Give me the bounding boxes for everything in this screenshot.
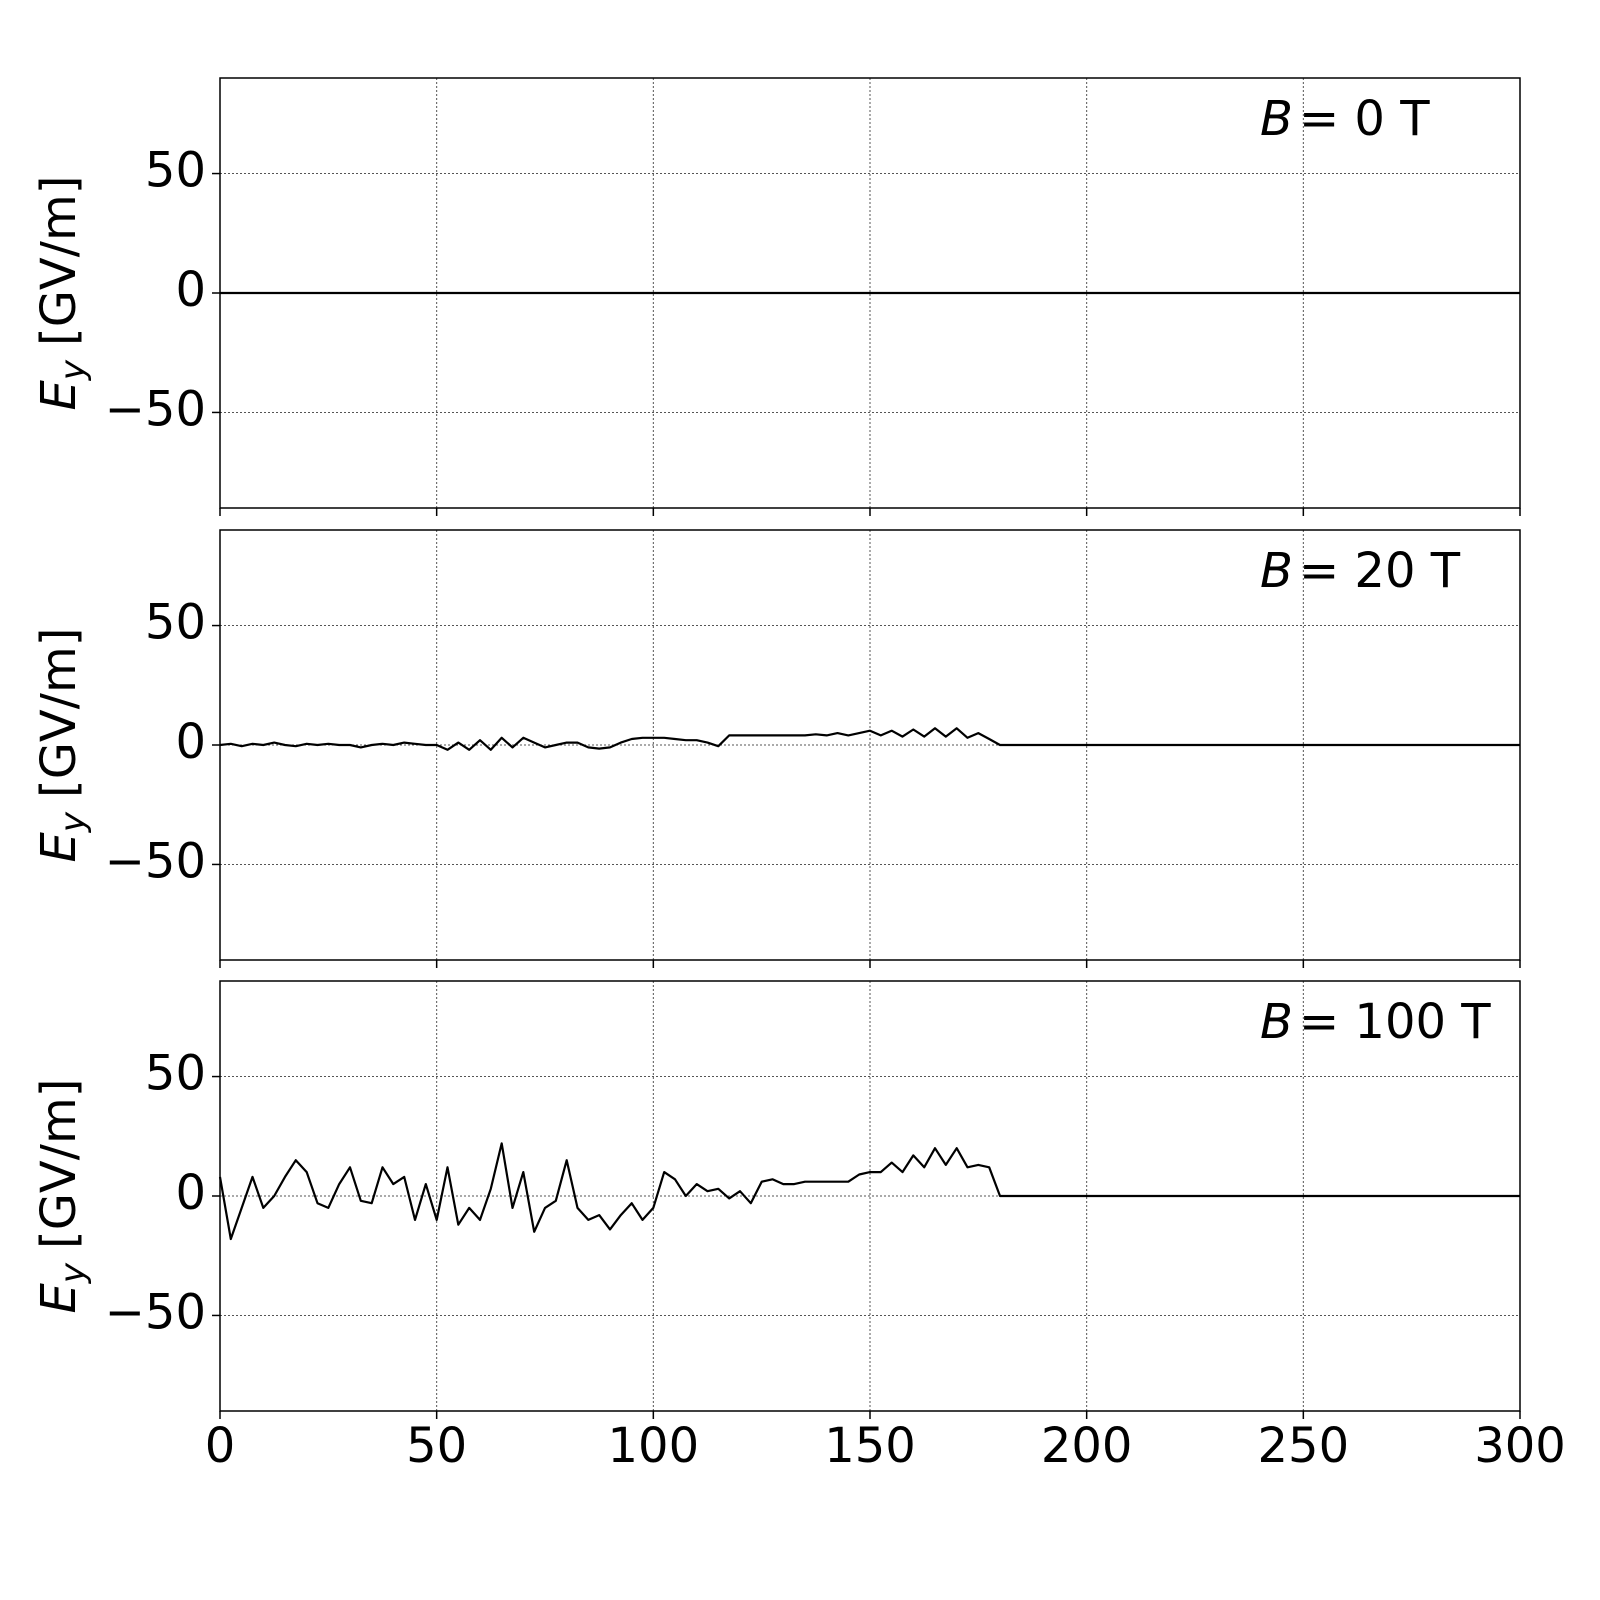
x-tick-label: 0	[205, 1418, 236, 1474]
y-label-subscript: y	[53, 1262, 93, 1284]
y-label-symbol: E	[31, 1282, 87, 1313]
y-label-subscript: y	[53, 359, 93, 381]
y-label-unit: [GV/m]	[31, 1079, 87, 1249]
annotation-symbol: B	[1260, 994, 1293, 1050]
y-tick-label: 50	[145, 595, 206, 651]
y-label: Ey [GV/m]	[31, 176, 93, 411]
y-label-text: Ey [GV/m]	[31, 1079, 93, 1314]
annotation: B = 0 T	[1260, 91, 1430, 147]
y-label-text: Ey [GV/m]	[31, 628, 93, 863]
y-label-text: Ey [GV/m]	[31, 176, 93, 411]
annotation: B = 20 T	[1260, 543, 1461, 599]
data-line	[219, 727, 1520, 751]
annotation-text: = 0 T	[1299, 91, 1430, 147]
annotation-symbol: B	[1260, 543, 1293, 599]
y-label: Ey [GV/m]	[31, 628, 93, 863]
annotation-symbol: B	[1260, 91, 1293, 147]
x-tick-label: 200	[1041, 1418, 1133, 1474]
x-tick-label: 100	[608, 1418, 700, 1474]
x-tick-label: 300	[1474, 1418, 1566, 1474]
plot-frame	[219, 529, 1521, 961]
annotation-text: = 100 T	[1299, 994, 1491, 1050]
y-tick-label: −50	[105, 381, 206, 437]
y-tick-label: 0	[175, 1165, 206, 1221]
plot-frame	[219, 77, 1521, 509]
x-tick-label: 250	[1258, 1418, 1350, 1474]
y-tick-label: −50	[105, 1284, 206, 1340]
y-tick-label: 50	[145, 1046, 206, 1102]
y-tick-label: −50	[105, 833, 206, 889]
x-tick-label: 150	[824, 1418, 916, 1474]
plot-frame	[219, 980, 1521, 1412]
annotation: B = 100 T	[1260, 994, 1491, 1050]
y-label-symbol: E	[31, 831, 87, 862]
y-label-unit: [GV/m]	[31, 176, 87, 346]
y-label: Ey [GV/m]	[31, 1079, 93, 1314]
y-label-subscript: y	[53, 811, 93, 833]
y-label-unit: [GV/m]	[31, 628, 87, 798]
x-tick-label: 50	[406, 1418, 467, 1474]
y-tick-label: 50	[145, 143, 206, 199]
y-tick-label: 0	[175, 714, 206, 770]
annotation-text: = 20 T	[1299, 543, 1461, 599]
data-line	[218, 1142, 1520, 1241]
y-label-symbol: E	[31, 379, 87, 410]
y-tick-label: 0	[175, 262, 206, 318]
